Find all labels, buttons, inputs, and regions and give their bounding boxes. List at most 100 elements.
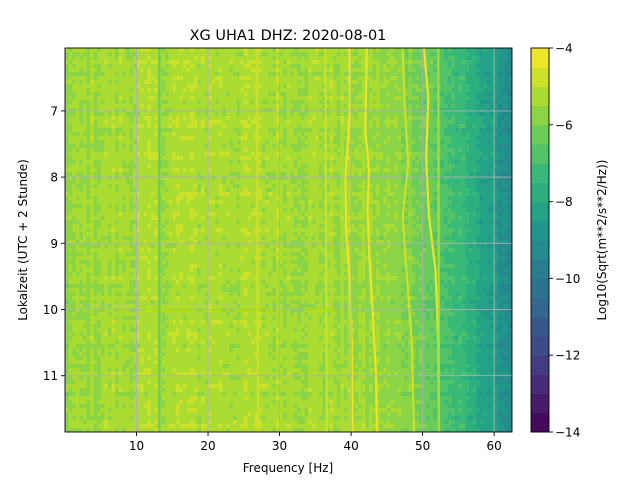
heatmap-cell <box>172 132 176 137</box>
heatmap-cell <box>129 192 133 197</box>
heatmap-cell <box>444 100 448 105</box>
heatmap-cell <box>144 188 148 193</box>
heatmap-cell <box>340 188 344 193</box>
heatmap-cell <box>337 180 341 185</box>
heatmap-cell <box>319 116 323 121</box>
heatmap-cell <box>97 108 101 113</box>
heatmap-cell <box>287 108 291 113</box>
heatmap-cell <box>194 88 198 93</box>
heatmap-cell <box>415 96 419 101</box>
heatmap-cell <box>144 88 148 93</box>
heatmap-cell <box>187 188 191 193</box>
heatmap-cell <box>208 144 212 149</box>
heatmap-cell <box>501 96 505 101</box>
heatmap-cell <box>462 108 466 113</box>
heatmap-cell <box>222 160 226 165</box>
heatmap-cell <box>272 132 276 137</box>
heatmap-cell <box>258 92 262 97</box>
heatmap-cell <box>233 132 237 137</box>
heatmap-cell <box>415 52 419 57</box>
heatmap-cell <box>104 168 108 173</box>
heatmap-cell <box>72 100 76 105</box>
heatmap-cell <box>194 84 198 89</box>
heatmap-cell <box>344 100 348 105</box>
heatmap-cell <box>137 88 141 93</box>
heatmap-cell <box>498 144 502 149</box>
heatmap-cell <box>305 76 309 81</box>
heatmap-cell <box>83 76 87 81</box>
heatmap-cell <box>190 128 194 133</box>
heatmap-cell <box>440 140 444 145</box>
heatmap-cell <box>97 104 101 109</box>
heatmap-cell <box>448 104 452 109</box>
heatmap-cell <box>222 56 226 61</box>
heatmap-cell <box>183 140 187 145</box>
heatmap-cell <box>83 144 87 149</box>
heatmap-cell <box>390 136 394 141</box>
heatmap-cell <box>297 204 301 209</box>
heatmap-cell <box>505 160 509 165</box>
heatmap-cell <box>222 192 226 197</box>
heatmap-cell <box>458 132 462 137</box>
heatmap-cell <box>448 84 452 89</box>
heatmap-cell <box>469 100 473 105</box>
heatmap-cell <box>269 116 273 121</box>
heatmap-cell <box>172 156 176 161</box>
heatmap-cell <box>308 116 312 121</box>
heatmap-cell <box>183 160 187 165</box>
heatmap-cell <box>129 188 133 193</box>
heatmap-cell <box>469 128 473 133</box>
heatmap-cell <box>412 56 416 61</box>
heatmap-cell <box>376 68 380 73</box>
heatmap-cell <box>129 148 133 153</box>
heatmap-cell <box>340 192 344 197</box>
heatmap-cell <box>373 108 377 113</box>
heatmap-cell <box>440 76 444 81</box>
heatmap-cell <box>383 188 387 193</box>
heatmap-cell <box>455 112 459 117</box>
heatmap-cell <box>111 60 115 65</box>
heatmap-cell <box>237 188 241 193</box>
heatmap-cell <box>251 60 255 65</box>
heatmap-cell <box>398 160 402 165</box>
heatmap-cell <box>387 112 391 117</box>
heatmap-cell <box>462 64 466 69</box>
heatmap-cell <box>301 128 305 133</box>
heatmap-cell <box>240 88 244 93</box>
heatmap-cell <box>455 156 459 161</box>
heatmap-cell <box>483 196 487 201</box>
heatmap-cell <box>358 80 362 85</box>
heatmap-cell <box>412 188 416 193</box>
heatmap-cell <box>226 104 230 109</box>
heatmap-cell <box>308 148 312 153</box>
heatmap-cell <box>458 152 462 157</box>
heatmap-cell <box>462 128 466 133</box>
heatmap-cell <box>487 96 491 101</box>
heatmap-cell <box>187 196 191 201</box>
heatmap-cell <box>129 68 133 73</box>
heatmap-cell <box>208 124 212 129</box>
heatmap-cell <box>433 180 437 185</box>
heatmap-cell <box>212 48 216 53</box>
heatmap-cell <box>176 80 180 85</box>
heatmap-cell <box>305 80 309 85</box>
heatmap-cell <box>208 92 212 97</box>
heatmap-cell <box>440 184 444 189</box>
heatmap-cell <box>480 152 484 157</box>
heatmap-cell <box>458 60 462 65</box>
heatmap-cell <box>147 132 151 137</box>
heatmap-cell <box>215 92 219 97</box>
heatmap-cell <box>380 164 384 169</box>
heatmap-cell <box>101 96 105 101</box>
heatmap-cell <box>308 184 312 189</box>
heatmap-cell <box>97 68 101 73</box>
heatmap-cell <box>301 144 305 149</box>
heatmap-cell <box>373 168 377 173</box>
heatmap-cell <box>230 152 234 157</box>
heatmap-cell <box>79 128 83 133</box>
heatmap-cell <box>412 200 416 205</box>
heatmap-cell <box>405 88 409 93</box>
heatmap-cell <box>172 48 176 53</box>
heatmap-cell <box>415 200 419 205</box>
heatmap-cell <box>466 180 470 185</box>
